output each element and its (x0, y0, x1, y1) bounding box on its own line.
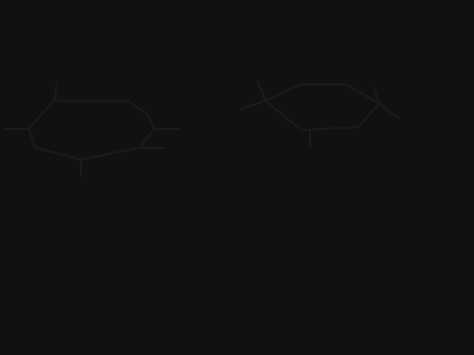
Text: O: O (152, 104, 161, 118)
Text: HO: HO (375, 75, 394, 88)
Text: OH: OH (66, 118, 85, 131)
Text: Glucose: Glucose (57, 33, 137, 51)
Text: OH: OH (186, 122, 205, 135)
Text: HO: HO (214, 105, 233, 118)
Text: 2: 2 (418, 121, 423, 130)
Text: CH: CH (30, 68, 48, 81)
Text: 2: 2 (254, 73, 260, 82)
Text: Fructose: Fructose (314, 33, 401, 51)
Text: O: O (342, 72, 352, 85)
Text: 2: 2 (47, 73, 53, 82)
Text: OH: OH (172, 141, 191, 154)
Text: OH: OH (424, 116, 443, 129)
Text: OH: OH (260, 69, 280, 81)
Text: CH: CH (401, 116, 419, 129)
Text: CH: CH (237, 69, 255, 81)
Text: OH: OH (300, 149, 319, 163)
Text: OH: OH (71, 179, 90, 192)
Text: OH: OH (53, 68, 73, 81)
